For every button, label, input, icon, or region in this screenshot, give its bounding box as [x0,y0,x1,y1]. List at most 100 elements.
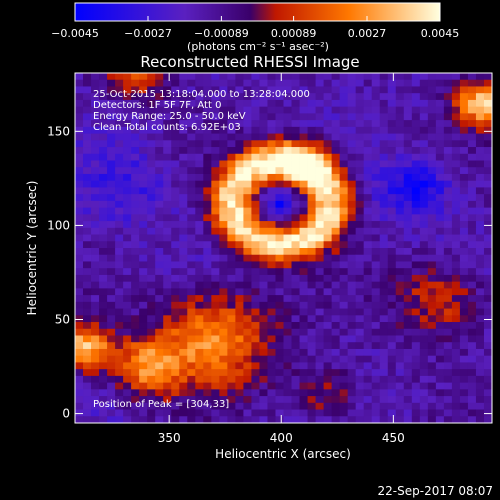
heatmap-cell [315,409,324,417]
heatmap-cell [467,86,477,94]
heatmap-cell [267,207,276,215]
heatmap-cell [259,113,268,121]
heatmap-cell [123,409,132,417]
heatmap-cell [211,227,220,235]
heatmap-cell [291,402,300,410]
heatmap-cell [235,295,244,303]
heatmap-cell [419,288,429,296]
heatmap-cell [483,214,492,222]
heatmap-cell [275,248,284,256]
heatmap-cell [275,187,284,195]
heatmap-cell [171,73,180,81]
heatmap-cell [451,214,461,222]
heatmap-cell [147,214,156,222]
heatmap-cell [403,362,413,370]
heatmap-cell [483,328,492,336]
heatmap-cell [107,140,116,148]
heatmap-cell [83,301,92,309]
heatmap-cell [155,241,164,249]
heatmap-cell [115,362,124,370]
heatmap-cell [435,187,445,195]
heatmap-cell [91,113,100,121]
heatmap-cell [139,295,148,303]
heatmap-cell [475,288,485,296]
heatmap-cell [171,322,180,330]
heatmap-cell [451,147,461,155]
heatmap-cell [331,214,341,222]
heatmap-cell [211,187,220,195]
heatmap-cell [179,73,188,81]
heatmap-cell [139,126,148,134]
heatmap-cell [235,375,244,384]
heatmap-cell [171,234,180,242]
heatmap-cell [91,389,100,397]
heatmap-cell [195,167,204,175]
heatmap-cell [147,207,156,215]
heatmap-cell [427,295,437,303]
heatmap-cell [291,147,300,155]
heatmap-cell [379,328,389,336]
heatmap-cell [107,160,116,168]
heatmap-cell [275,241,284,249]
heatmap-cell [251,79,260,87]
heatmap-cell [219,106,228,114]
heatmap-cell [211,133,220,141]
heatmap-cell [267,261,276,269]
heatmap-cell [235,362,244,370]
heatmap-cell [203,73,212,81]
heatmap-cell [139,160,148,168]
heatmap-cell [195,147,204,155]
heatmap-cell [107,113,116,121]
heatmap-cell [147,301,156,309]
heatmap-cell [99,207,108,215]
heatmap-cell [483,167,492,175]
heatmap-cell [443,409,453,417]
heatmap-cell [467,382,477,390]
heatmap-cell [291,194,300,202]
heatmap-cell [91,328,100,336]
heatmap-cell [107,362,116,370]
heatmap-cell [283,342,292,350]
heatmap-cell [83,86,92,94]
heatmap-cell [419,160,429,168]
heatmap-cell [355,281,365,289]
heatmap-cell [275,214,284,222]
heatmap-cell [75,126,84,134]
heatmap-cell [259,180,268,188]
heatmap-cell [75,301,84,309]
heatmap-cell [139,301,148,309]
heatmap-cell [395,120,405,128]
heatmap-cell [195,153,204,161]
heatmap-cell [163,348,172,357]
heatmap-cell [99,268,108,276]
heatmap-cell [331,173,341,182]
heatmap-cell [147,362,156,370]
heatmap-cell [315,200,324,209]
heatmap-cell [459,362,469,370]
heatmap-cell [467,221,477,229]
heatmap-cell [411,328,421,336]
heatmap-cell [155,301,164,309]
heatmap-cell [411,160,421,168]
heatmap-cell [171,315,180,323]
heatmap-cell [315,106,324,114]
heatmap-cell [331,268,341,276]
heatmap-cell [363,389,373,397]
heatmap-cell [179,301,188,309]
heatmap-cell [219,295,228,303]
heatmap-cell [83,261,92,269]
heatmap-cell [147,389,156,397]
heatmap-cell [211,288,220,296]
heatmap-cell [323,86,333,94]
heatmap-cell [275,274,284,283]
heatmap-cell [467,261,477,269]
heatmap-cell [467,133,477,141]
heatmap-cell [355,167,365,175]
heatmap-cell [187,113,196,121]
heatmap-cell [219,288,228,296]
heatmap-cell [211,355,220,363]
heatmap-cell [363,214,373,222]
heatmap-cell [75,227,84,235]
heatmap-cell [187,160,196,168]
y-tick-label: 0 [62,407,70,421]
